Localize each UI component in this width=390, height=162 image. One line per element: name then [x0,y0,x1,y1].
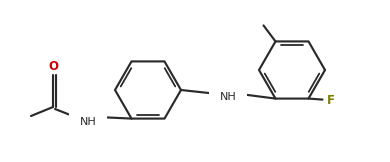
Text: NH: NH [80,117,96,127]
Text: F: F [326,94,335,107]
Text: O: O [48,59,58,73]
Text: NH: NH [220,92,236,102]
